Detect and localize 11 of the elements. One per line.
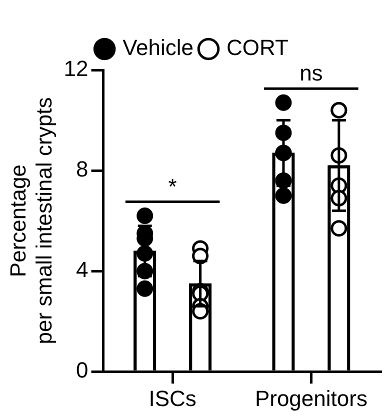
x-tick-label: ISCs [148,386,196,411]
annotation: * [168,174,178,199]
legend-label: Vehicle [122,35,194,60]
y-tick-label: 4 [76,257,88,282]
y-tick-label: 8 [76,156,88,182]
y-tick-label: 0 [76,358,88,383]
x-tick-label: Progenitors [254,386,368,411]
legend-label: CORT [226,35,288,60]
y-axis-title: Percentage per small intestinal crypts [5,97,57,344]
y-tick-label: 12 [64,56,88,82]
annotation: ns [300,60,323,86]
